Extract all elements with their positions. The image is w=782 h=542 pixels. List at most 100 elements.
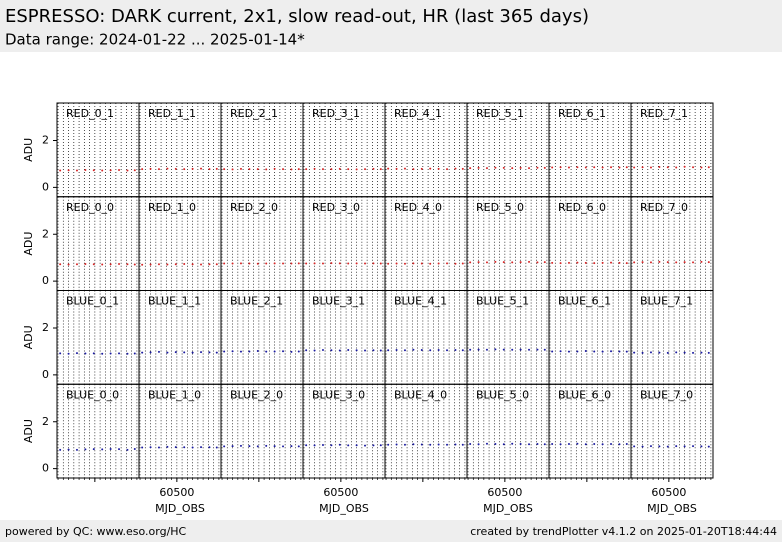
- panel-title: BLUE_6_0: [558, 388, 611, 401]
- data-point: [265, 350, 268, 353]
- data-point: [379, 349, 382, 352]
- data-point: [559, 350, 562, 353]
- data-point: [273, 167, 276, 170]
- data-point: [412, 168, 415, 171]
- data-point: [700, 351, 703, 354]
- data-point: [59, 352, 62, 355]
- data-point: [461, 167, 464, 170]
- data-point: [601, 350, 604, 353]
- data-point: [395, 443, 398, 446]
- data-point: [248, 445, 251, 448]
- panel-title: BLUE_0_0: [66, 388, 119, 401]
- data-point: [610, 443, 613, 446]
- data-point: [658, 260, 661, 263]
- data-point: [248, 168, 251, 171]
- data-point: [641, 261, 644, 264]
- panel-title: BLUE_0_1: [66, 295, 119, 308]
- data-point: [511, 261, 514, 264]
- data-point: [256, 168, 259, 171]
- data-point: [641, 445, 644, 448]
- data-point: [183, 263, 186, 266]
- data-point: [502, 166, 505, 169]
- data-point: [215, 167, 218, 170]
- data-point: [658, 351, 661, 354]
- data-point: [528, 167, 531, 170]
- data-point: [437, 443, 440, 446]
- data-point: [641, 351, 644, 354]
- data-point: [126, 352, 129, 355]
- data-point: [215, 446, 218, 449]
- data-point: [683, 261, 686, 264]
- data-point: [355, 349, 358, 352]
- data-point: [551, 166, 554, 169]
- data-point: [485, 348, 488, 351]
- data-point: [364, 349, 367, 352]
- data-point: [485, 261, 488, 264]
- y-tick-label: 0: [42, 274, 49, 287]
- panel-title: RED_0_0: [66, 201, 114, 214]
- data-point: [174, 446, 177, 449]
- data-point: [223, 262, 226, 265]
- data-point: [469, 261, 472, 264]
- panel-title: BLUE_4_1: [394, 295, 447, 308]
- data-point: [208, 446, 211, 449]
- data-point: [649, 351, 652, 354]
- data-point: [101, 263, 104, 266]
- data-point: [305, 168, 308, 171]
- data-point: [633, 166, 636, 169]
- data-point: [321, 443, 324, 446]
- data-point: [265, 168, 268, 171]
- data-point: [692, 351, 695, 354]
- data-point: [576, 166, 579, 169]
- y-tick-label: 2: [42, 134, 49, 147]
- footer-right: created by trendPlotter v4.1.2 on 2025-0…: [470, 525, 777, 538]
- data-point: [692, 166, 695, 169]
- data-point: [551, 443, 554, 446]
- data-point: [420, 262, 423, 265]
- data-point: [248, 262, 251, 265]
- data-point: [157, 350, 160, 353]
- data-point: [412, 443, 415, 446]
- data-point: [658, 445, 661, 448]
- data-point: [511, 348, 514, 351]
- y-axis-label: ADU: [22, 138, 35, 162]
- data-point: [364, 168, 367, 171]
- data-point: [92, 263, 95, 266]
- data-point: [92, 352, 95, 355]
- data-point: [372, 444, 375, 447]
- data-point: [118, 448, 121, 451]
- data-point: [683, 165, 686, 168]
- data-point: [273, 262, 276, 265]
- data-point: [625, 262, 628, 265]
- data-point: [683, 351, 686, 354]
- data-point: [461, 443, 464, 446]
- panel-title: RED_2_0: [230, 201, 278, 214]
- data-point: [118, 352, 121, 355]
- panel-title: RED_0_1: [66, 107, 114, 120]
- data-point: [649, 166, 652, 169]
- data-point: [469, 167, 472, 170]
- data-point: [446, 443, 449, 446]
- data-point: [519, 261, 522, 264]
- data-point: [256, 349, 259, 352]
- data-point: [412, 262, 415, 265]
- data-point: [109, 352, 112, 355]
- data-point: [567, 166, 570, 169]
- data-point: [101, 169, 104, 172]
- y-tick-label: 0: [42, 368, 49, 381]
- data-point: [707, 166, 710, 169]
- data-point: [355, 168, 358, 171]
- data-point: [305, 262, 308, 265]
- data-point: [372, 167, 375, 170]
- data-point: [313, 444, 316, 447]
- data-point: [84, 169, 87, 172]
- data-point: [633, 445, 636, 448]
- data-point: [675, 166, 678, 169]
- data-point: [347, 349, 350, 352]
- panel-title: RED_7_1: [640, 107, 688, 120]
- data-point: [330, 262, 333, 265]
- data-point: [215, 263, 218, 266]
- data-point: [536, 443, 539, 446]
- data-point: [576, 350, 579, 353]
- data-point: [707, 351, 710, 354]
